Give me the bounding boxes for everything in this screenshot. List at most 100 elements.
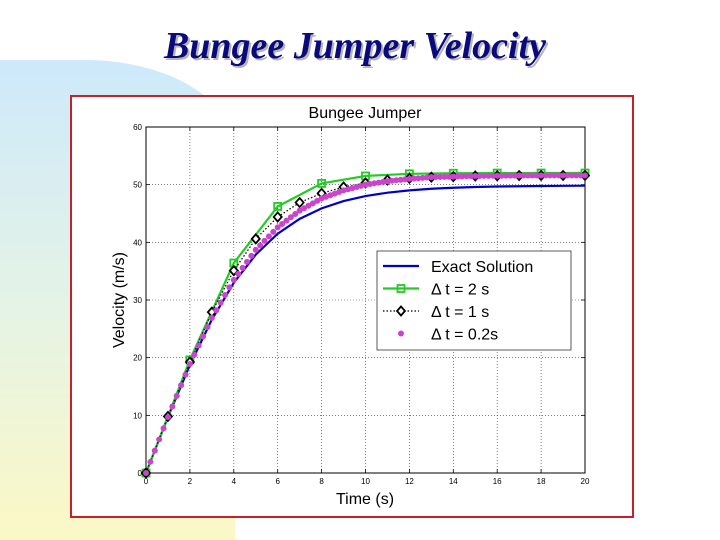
data-point: [169, 403, 176, 410]
data-point: [208, 314, 215, 321]
data-point: [366, 180, 373, 187]
data-point: [143, 470, 149, 476]
data-point: [397, 176, 404, 183]
legend-marker: [396, 284, 406, 293]
data-point: [450, 173, 457, 180]
data-point: [472, 173, 479, 180]
data-point: [178, 382, 185, 389]
y-axis-title: Velocity (m/s): [111, 252, 128, 348]
data-point: [419, 174, 426, 181]
y-tick-label: 0: [138, 469, 143, 478]
data-point: [494, 172, 501, 179]
data-point: [371, 180, 378, 187]
data-point: [437, 173, 444, 180]
data-point: [406, 175, 413, 182]
data-point: [432, 174, 439, 181]
x-tick-label: 0: [144, 477, 149, 486]
x-tick-label: 8: [319, 477, 324, 486]
data-point: [261, 237, 268, 244]
data-point: [582, 172, 588, 179]
data-point: [283, 217, 290, 224]
data-point: [577, 172, 584, 179]
series-0: [144, 184, 586, 474]
data-point: [538, 172, 545, 179]
data-point: [454, 173, 461, 180]
y-tick-label: 50: [133, 181, 142, 190]
data-point: [542, 172, 549, 179]
x-tick-label: 2: [188, 477, 193, 486]
data-point: [250, 233, 261, 245]
data-point: [524, 172, 531, 179]
data-point: [164, 414, 171, 421]
data-point: [498, 172, 505, 179]
data-point: [305, 202, 312, 209]
data-point: [573, 172, 580, 179]
data-point: [428, 174, 435, 181]
data-point: [423, 174, 430, 181]
x-tick-label: 10: [361, 477, 370, 486]
data-point: [441, 173, 448, 180]
legend-marker: [398, 330, 404, 337]
data-point: [273, 202, 283, 211]
data-point: [243, 258, 250, 265]
chart: 0 2 4 6 8 10 12 14 16 18 20 0 10 20 30 40 50 60 Bungee Ju…: [111, 105, 591, 508]
legend-box: [376, 250, 572, 351]
data-point: [529, 172, 536, 179]
data-point: [551, 172, 558, 179]
data-point: [296, 207, 303, 214]
x-tick-label: 20: [581, 477, 590, 486]
data-point: [467, 173, 474, 180]
data-point: [564, 172, 571, 179]
data-point: [317, 178, 327, 188]
x-tick-label: 16: [493, 477, 502, 486]
data-point: [388, 177, 395, 184]
data-point: [217, 299, 224, 306]
data-point: [160, 425, 167, 432]
data-point: [481, 172, 488, 179]
data-point: [445, 173, 452, 180]
x-tick-label: 6: [275, 477, 280, 486]
data-point: [239, 264, 246, 271]
data-point: [380, 178, 387, 185]
data-point: [476, 172, 483, 179]
data-point: [235, 270, 242, 277]
data-point: [204, 324, 211, 331]
data-point: [272, 211, 283, 223]
data-point: [489, 172, 496, 179]
data-point: [459, 173, 466, 180]
legend-label: Δ t = 0.2s: [431, 327, 498, 344]
data-point: [410, 175, 417, 182]
data-point: [186, 361, 193, 368]
x-tick-label: 12: [405, 477, 414, 486]
legend-label: Δ t = 1 s: [431, 304, 489, 321]
slide-title: Bungee Jumper Velocity: [163, 25, 547, 67]
data-point: [507, 172, 514, 179]
figure-frame: 0 2 4 6 8 10 12 14 16 18 20 0 10 20 30 40 50 60 Bungee Ju…: [70, 95, 634, 518]
data-point: [485, 172, 492, 179]
data-point: [173, 392, 180, 399]
data-point: [309, 200, 316, 207]
data-point: [287, 214, 294, 221]
data-point: [279, 220, 286, 227]
data-point: [200, 333, 207, 340]
series-group: [140, 168, 591, 479]
data-point: [294, 196, 305, 209]
legend-marker: [395, 305, 407, 317]
series-line: [144, 184, 586, 474]
data-point: [292, 210, 299, 217]
data-point: [520, 172, 527, 179]
x-tick-label: 4: [232, 477, 237, 486]
data-point: [560, 172, 567, 179]
data-point: [151, 447, 158, 454]
data-point: [301, 205, 308, 212]
data-point: [191, 351, 198, 358]
data-point: [195, 342, 202, 349]
series-3: [143, 172, 588, 476]
y-tick-label: 60: [133, 123, 142, 132]
legend-label: Δ t = 2 s: [431, 282, 489, 299]
data-point: [362, 181, 369, 188]
data-point: [147, 458, 154, 465]
data-point: [213, 307, 220, 314]
data-point: [384, 178, 391, 185]
data-point: [393, 177, 400, 184]
